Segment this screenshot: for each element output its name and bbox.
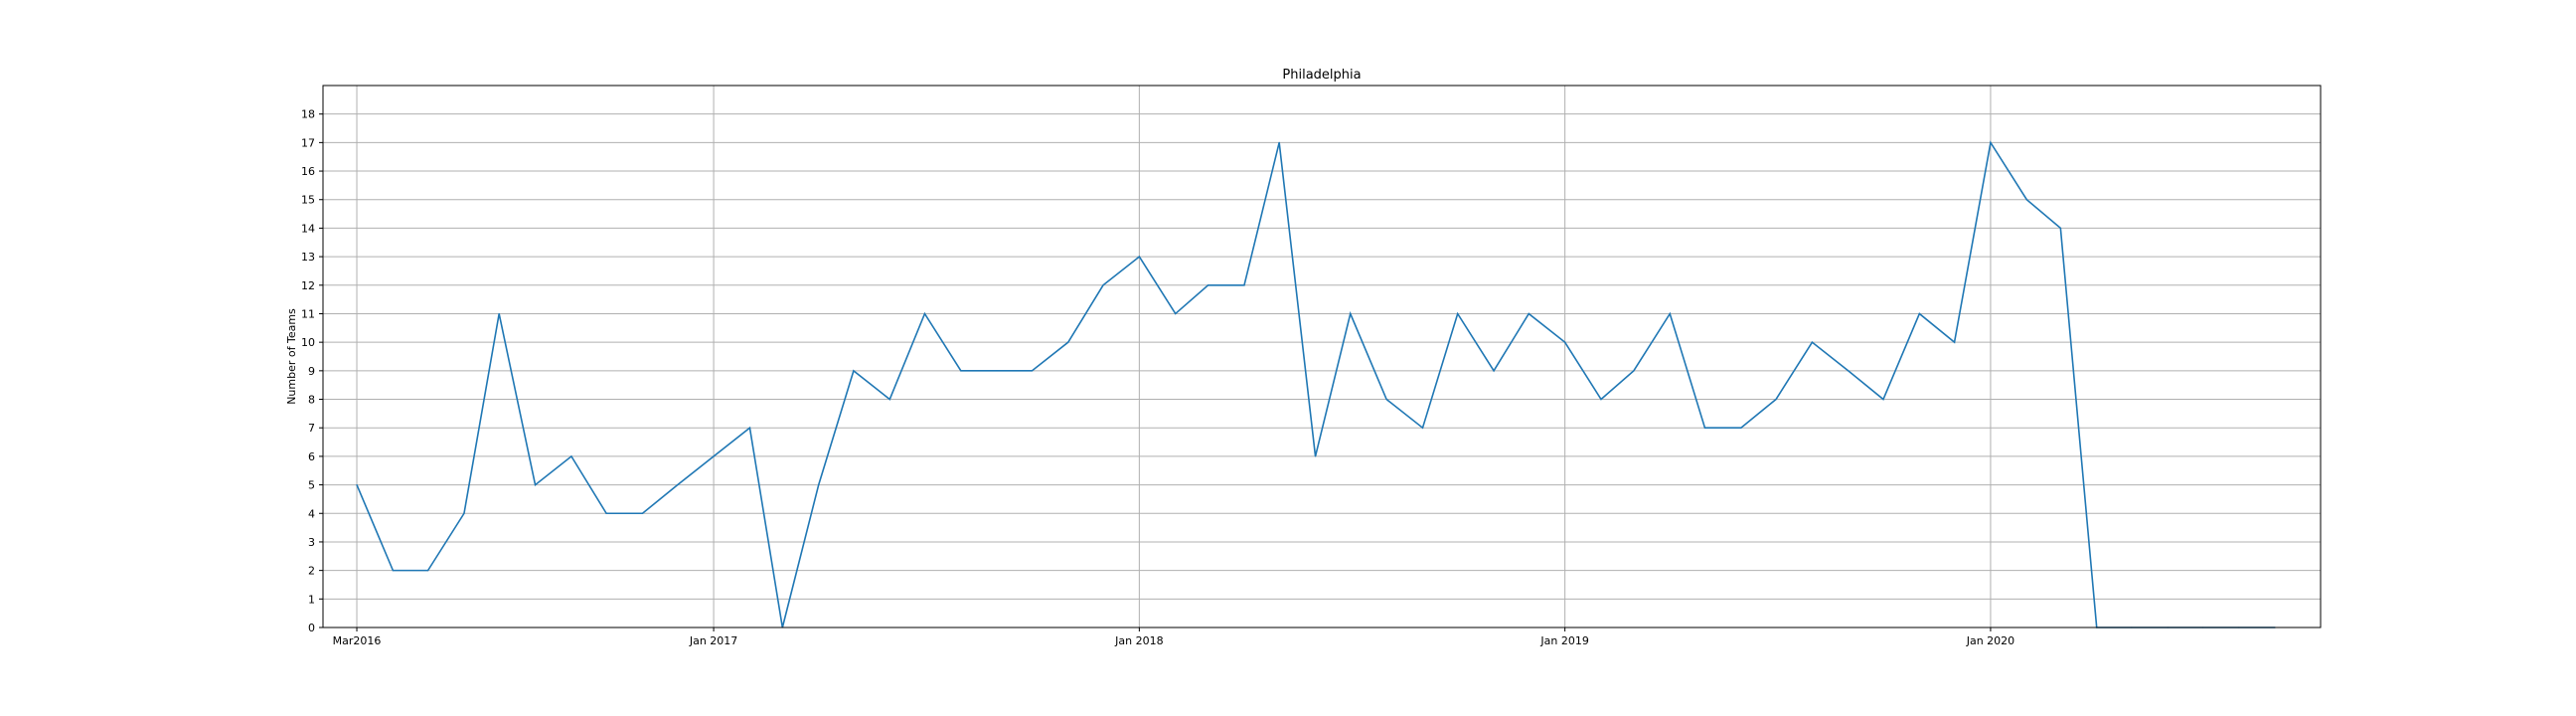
data-point bbox=[570, 455, 572, 457]
data-point bbox=[1811, 341, 1814, 343]
y-tick-label: 17 bbox=[301, 136, 315, 149]
data-point bbox=[1740, 427, 1742, 429]
y-tick-label: 1 bbox=[308, 593, 315, 606]
y-tick-label: 12 bbox=[301, 279, 315, 292]
data-point bbox=[923, 312, 926, 315]
y-tick-label: 10 bbox=[301, 336, 315, 349]
y-tick-label: 5 bbox=[308, 479, 315, 492]
data-point bbox=[1031, 370, 1034, 372]
data-point bbox=[1703, 427, 1706, 429]
series-layer bbox=[356, 140, 2276, 628]
data-point bbox=[1564, 341, 1566, 343]
data-point bbox=[605, 512, 607, 514]
data-point bbox=[1953, 341, 1956, 343]
y-tick-label: 11 bbox=[301, 307, 315, 320]
x-axis-ticks: Mar2016 Jan 2017 Jan 2018 Jan 2019 Jan 2020 bbox=[333, 627, 2014, 647]
data-point bbox=[1138, 256, 1140, 258]
y-tick-label: 2 bbox=[308, 565, 315, 578]
data-point bbox=[1669, 312, 1671, 315]
y-tick-label: 15 bbox=[301, 194, 315, 207]
data-point bbox=[427, 570, 429, 572]
data-point bbox=[818, 483, 820, 486]
data-point bbox=[960, 370, 962, 372]
x-tick-label: Mar2016 bbox=[333, 634, 382, 647]
x-tick-label: Jan 2019 bbox=[1539, 634, 1588, 647]
data-point bbox=[1775, 398, 1777, 401]
y-tick-label: 16 bbox=[301, 165, 315, 178]
data-point bbox=[1175, 312, 1177, 315]
chart-title: Philadelphia bbox=[1282, 68, 1361, 83]
y-tick-label: 4 bbox=[308, 507, 315, 520]
data-point bbox=[534, 483, 537, 486]
data-point bbox=[1990, 141, 1992, 143]
plot-frame bbox=[322, 85, 2322, 628]
data-point bbox=[996, 370, 998, 372]
data-point bbox=[1278, 141, 1280, 143]
x-tick-label: Jan 2017 bbox=[689, 634, 737, 647]
data-point bbox=[1243, 284, 1245, 286]
y-tick-label: 6 bbox=[308, 450, 315, 463]
data-point bbox=[748, 427, 751, 429]
data-point bbox=[1528, 312, 1530, 315]
data-point bbox=[641, 512, 644, 514]
y-tick-label: 13 bbox=[301, 251, 315, 264]
data-point bbox=[888, 398, 890, 401]
y-tick-label: 0 bbox=[308, 622, 315, 634]
data-point bbox=[1848, 370, 1850, 372]
data-point bbox=[1918, 312, 1920, 315]
data-point bbox=[1350, 312, 1352, 315]
data-point bbox=[1493, 370, 1495, 372]
data-point bbox=[677, 483, 679, 486]
data-point bbox=[1421, 427, 1424, 429]
data-point bbox=[463, 512, 465, 514]
x-tick-label: Jan 2018 bbox=[1114, 634, 1163, 647]
y-tick-label: 14 bbox=[301, 222, 315, 235]
data-point bbox=[356, 483, 358, 486]
grid-lines bbox=[323, 86, 2321, 628]
data-point bbox=[1600, 398, 1602, 401]
data-point bbox=[1633, 370, 1635, 372]
y-tick-label: 8 bbox=[308, 394, 315, 407]
data-point bbox=[1385, 398, 1387, 401]
data-point bbox=[2059, 227, 2061, 230]
y-tick-label: 18 bbox=[301, 108, 315, 121]
data-point bbox=[1457, 312, 1459, 315]
data-point bbox=[1882, 398, 1884, 401]
data-point bbox=[498, 312, 500, 315]
data-point bbox=[853, 370, 855, 372]
data-point bbox=[2025, 199, 2027, 201]
y-axis-label: Number of Teams bbox=[285, 308, 298, 405]
y-tick-label: 9 bbox=[308, 365, 315, 378]
data-point bbox=[1067, 341, 1069, 343]
data-point bbox=[392, 570, 394, 572]
data-point bbox=[1314, 455, 1317, 457]
data-point bbox=[1102, 284, 1104, 286]
data-point bbox=[713, 455, 715, 457]
x-tick-label: Jan 2020 bbox=[1966, 634, 2014, 647]
y-tick-label: 3 bbox=[308, 536, 315, 549]
y-tick-label: 7 bbox=[308, 422, 315, 435]
